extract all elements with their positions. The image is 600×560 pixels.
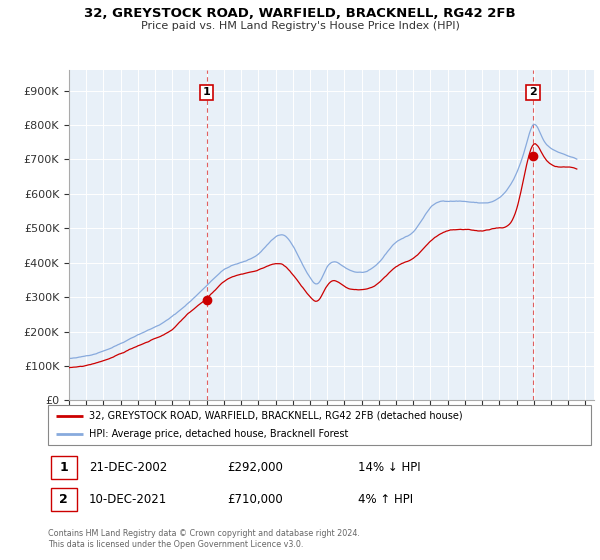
- Text: 14% ↓ HPI: 14% ↓ HPI: [358, 461, 420, 474]
- Text: 2: 2: [529, 87, 537, 97]
- Text: 4% ↑ HPI: 4% ↑ HPI: [358, 493, 413, 506]
- Text: 21-DEC-2002: 21-DEC-2002: [89, 461, 167, 474]
- Text: 32, GREYSTOCK ROAD, WARFIELD, BRACKNELL, RG42 2FB: 32, GREYSTOCK ROAD, WARFIELD, BRACKNELL,…: [84, 7, 516, 20]
- Text: 1: 1: [59, 461, 68, 474]
- Text: Contains HM Land Registry data © Crown copyright and database right 2024.
This d: Contains HM Land Registry data © Crown c…: [48, 529, 360, 549]
- FancyBboxPatch shape: [51, 488, 77, 511]
- Text: 1: 1: [203, 87, 211, 97]
- Text: £292,000: £292,000: [227, 461, 283, 474]
- Text: 10-DEC-2021: 10-DEC-2021: [89, 493, 167, 506]
- FancyBboxPatch shape: [48, 405, 591, 445]
- Text: 32, GREYSTOCK ROAD, WARFIELD, BRACKNELL, RG42 2FB (detached house): 32, GREYSTOCK ROAD, WARFIELD, BRACKNELL,…: [89, 411, 463, 421]
- FancyBboxPatch shape: [51, 456, 77, 479]
- Text: HPI: Average price, detached house, Bracknell Forest: HPI: Average price, detached house, Brac…: [89, 430, 348, 439]
- Text: 2: 2: [59, 493, 68, 506]
- Text: Price paid vs. HM Land Registry's House Price Index (HPI): Price paid vs. HM Land Registry's House …: [140, 21, 460, 31]
- Text: £710,000: £710,000: [227, 493, 283, 506]
